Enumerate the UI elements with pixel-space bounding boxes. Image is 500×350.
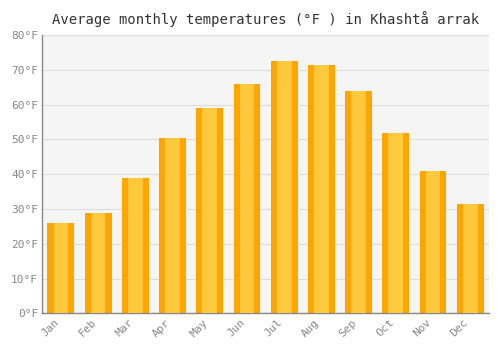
Bar (202, 108, 217, 313)
Bar (420, 171, 446, 313)
Bar (426, 171, 440, 313)
Bar (240, 84, 254, 313)
Bar (165, 138, 180, 313)
Bar (159, 138, 186, 313)
Bar (128, 178, 142, 313)
Title: Average monthly temperatures (°F ) in Khashtå arrak: Average monthly temperatures (°F ) in Kh… (52, 11, 479, 27)
Bar (352, 91, 366, 313)
Bar (122, 178, 148, 313)
Bar (54, 223, 68, 313)
Bar (457, 204, 483, 313)
Bar (84, 212, 112, 313)
Bar (382, 133, 409, 313)
Bar (90, 212, 106, 313)
Bar (345, 91, 372, 313)
Bar (48, 223, 74, 313)
Bar (308, 65, 335, 313)
Bar (314, 65, 329, 313)
Bar (196, 108, 223, 313)
Bar (388, 133, 403, 313)
Bar (463, 204, 477, 313)
Bar (234, 84, 260, 313)
Bar (271, 61, 297, 313)
Bar (277, 61, 291, 313)
